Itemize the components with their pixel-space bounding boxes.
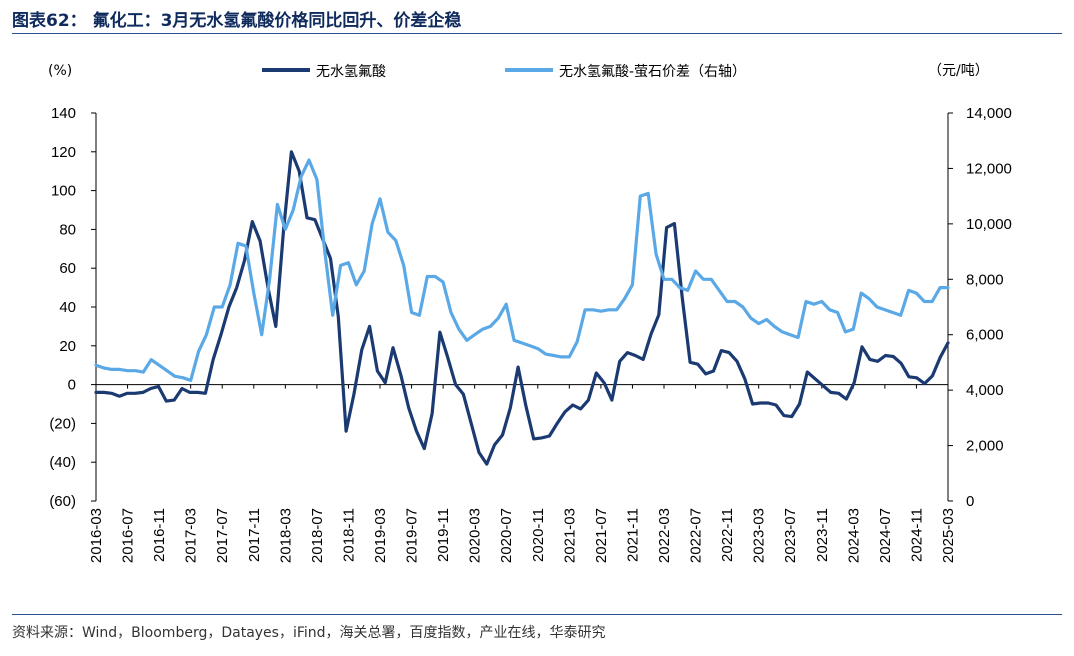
x-tick-label: 2022-11 <box>719 508 736 562</box>
source-note: 资料来源：Wind，Bloomberg，Datayes，iFind，海关总署，百… <box>12 625 606 641</box>
x-tick-label: 2019-07 <box>404 508 421 563</box>
series-group <box>94 150 950 466</box>
legend: 无水氢氟酸 无水氢氟酸-萤石价差（右轴） <box>262 64 746 80</box>
x-tick-label: 2021-11 <box>624 508 641 562</box>
x-tick-label: 2025-03 <box>940 508 957 563</box>
axes-group: (60) (40) (20) 0 20 40 60 80 100 120 140 0 2,000 4,00… <box>49 105 1012 563</box>
left-tick-label: 120 <box>51 144 76 161</box>
series-line-hf <box>94 150 950 466</box>
figure-title: 图表62： 氟化工：3月无水氢氟酸价格同比回升、价差企稳 <box>12 11 462 31</box>
x-tick-label: 2024-11 <box>908 508 925 562</box>
x-tick-label: 2022-07 <box>688 508 705 563</box>
right-tick-label: 0 <box>966 493 974 510</box>
x-tick-label: 2017-07 <box>214 508 231 563</box>
x-tick-label: 2020-11 <box>530 508 547 562</box>
x-tick-label: 2019-03 <box>372 508 389 563</box>
x-tick-label: 2023-03 <box>751 508 768 563</box>
right-tick-label: 14,000 <box>966 105 1012 122</box>
left-tick-label: 60 <box>59 260 76 277</box>
x-tick-label: 2024-07 <box>877 508 894 563</box>
x-tick-label: 2020-07 <box>498 508 515 563</box>
x-tick-label: 2022-03 <box>656 508 673 563</box>
dual-axis-line-chart: (%) （元/吨） 无水氢氟酸 无水氢氟酸-萤石价差（右轴） (60)(40)(… <box>48 63 1012 563</box>
x-tick-label: 2018-07 <box>309 508 326 563</box>
top-rule <box>12 33 1062 34</box>
right-axis-unit-label: （元/吨） <box>928 63 989 79</box>
x-tick-label: 2017-11 <box>246 508 263 562</box>
left-tick-label: (40) <box>49 454 76 471</box>
x-tick-label: 2018-03 <box>277 508 294 563</box>
left-axis-unit-label: (%) <box>48 63 72 79</box>
right-tick-label: 6,000 <box>966 327 1004 344</box>
x-tick-label: 2021-03 <box>561 508 578 563</box>
bottom-rule <box>12 614 1062 615</box>
legend-label-spread: 无水氢氟酸-萤石价差（右轴） <box>559 64 746 80</box>
right-tick-label: 10,000 <box>966 216 1012 233</box>
left-tick-label: (60) <box>49 493 76 510</box>
x-tick-label: 2016-03 <box>88 508 105 563</box>
series-line-spread <box>94 158 950 382</box>
x-tick-label: 2019-11 <box>435 508 452 562</box>
x-tick-label: 2023-07 <box>782 508 799 563</box>
right-tick-label: 2,000 <box>966 438 1004 455</box>
x-tick-label: 2021-07 <box>593 508 610 563</box>
x-tick-label: 2017-03 <box>183 508 200 563</box>
x-tick-label: 2018-11 <box>340 508 357 562</box>
left-tick-label: 40 <box>59 299 76 316</box>
left-tick-label: 100 <box>51 183 76 200</box>
x-tick-label: 2016-11 <box>151 508 168 562</box>
x-tick-label: 2024-03 <box>845 508 862 563</box>
x-tick-label: 2016-07 <box>120 508 137 563</box>
legend-label-hf: 无水氢氟酸 <box>316 64 386 80</box>
left-tick-label: 80 <box>59 221 76 238</box>
x-tick-label: 2020-03 <box>467 508 484 563</box>
left-tick-label: 20 <box>59 338 76 355</box>
right-tick-label: 12,000 <box>966 160 1012 177</box>
right-tick-label: 8,000 <box>966 271 1004 288</box>
right-tick-label: 4,000 <box>966 382 1004 399</box>
x-tick-label: 2023-11 <box>814 508 831 562</box>
left-tick-label: 0 <box>68 377 76 394</box>
left-tick-label: 140 <box>51 105 76 122</box>
left-tick-label: (20) <box>49 415 76 432</box>
